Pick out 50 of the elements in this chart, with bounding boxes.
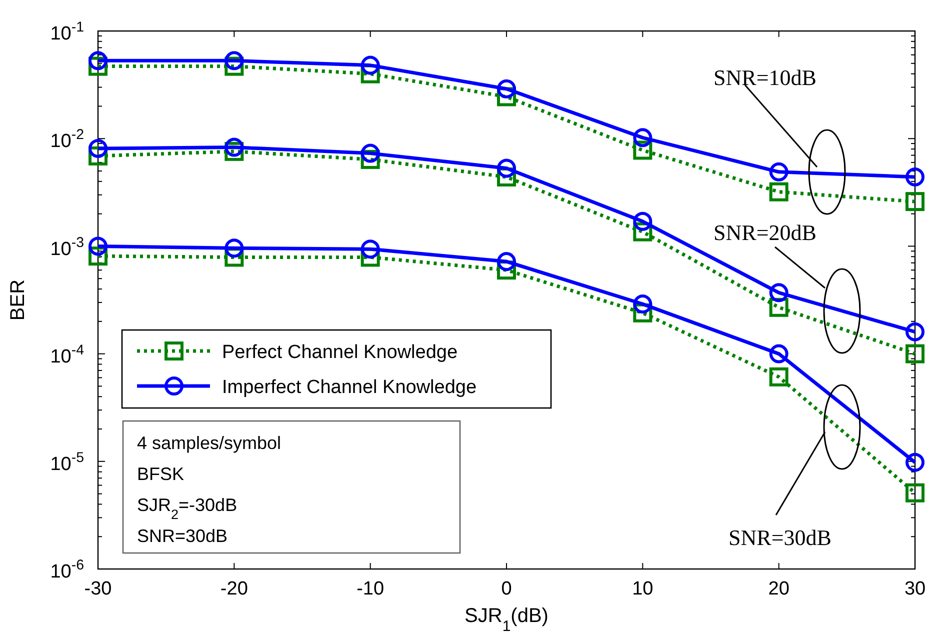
point [769,162,788,182]
annotation: SNR=10dB [714,65,816,90]
point [88,51,108,70]
y-tick-label: 10$^{-2}$ [50,127,84,152]
y-tick-label: 10$^{-5}$ [50,450,84,475]
point [633,128,652,148]
x-tick-label: 30 [904,578,926,600]
point [769,367,788,386]
annotation: SNR=20dB [714,220,816,245]
y-tick-label: 10$^{-3}$ [50,234,84,260]
x-tick-label: -10 [356,578,384,600]
legend-label: Perfect Channel Knowledge [222,342,458,363]
x-tick-label: 10 [632,578,654,600]
y-tick-label: 10$^{-1}$ [50,20,84,45]
point [633,294,652,314]
y-axis-title: BER [7,279,29,321]
x-tick-label: 20 [768,578,790,600]
point [497,158,516,178]
point [906,452,924,472]
y-tick-label: 10$^{-4}$ [50,342,84,368]
x-tick-label: -20 [220,578,248,600]
point [906,344,924,364]
point [497,79,516,98]
point [906,192,924,212]
point [224,238,244,258]
point [88,236,108,256]
point [906,167,924,186]
annotation: BFSK [137,464,184,484]
point [497,252,516,272]
point [224,138,244,157]
point [360,144,380,163]
point [633,212,652,231]
point [360,56,380,75]
annotation: SNR=30dB [728,525,832,550]
point [224,51,244,70]
point [360,240,380,259]
y-tick-label: 10$^{-6}$ [50,558,84,583]
x-axis-title: SJR$_{1}$(dB) [464,605,548,634]
point [769,344,788,364]
annotation: SJR$_{2}$=-30dB [137,495,238,522]
x-tick-label: 0 [501,578,512,600]
point [906,322,924,342]
point [769,182,788,202]
legend-label: Imperfect Channel Knowledge [222,377,477,398]
annotation: 4 samples/symbol [137,433,282,453]
point [88,138,108,158]
x-tick-label: -30 [84,578,112,600]
annotation: SNR=30dB [137,526,228,546]
point [906,483,924,502]
point [769,283,788,302]
